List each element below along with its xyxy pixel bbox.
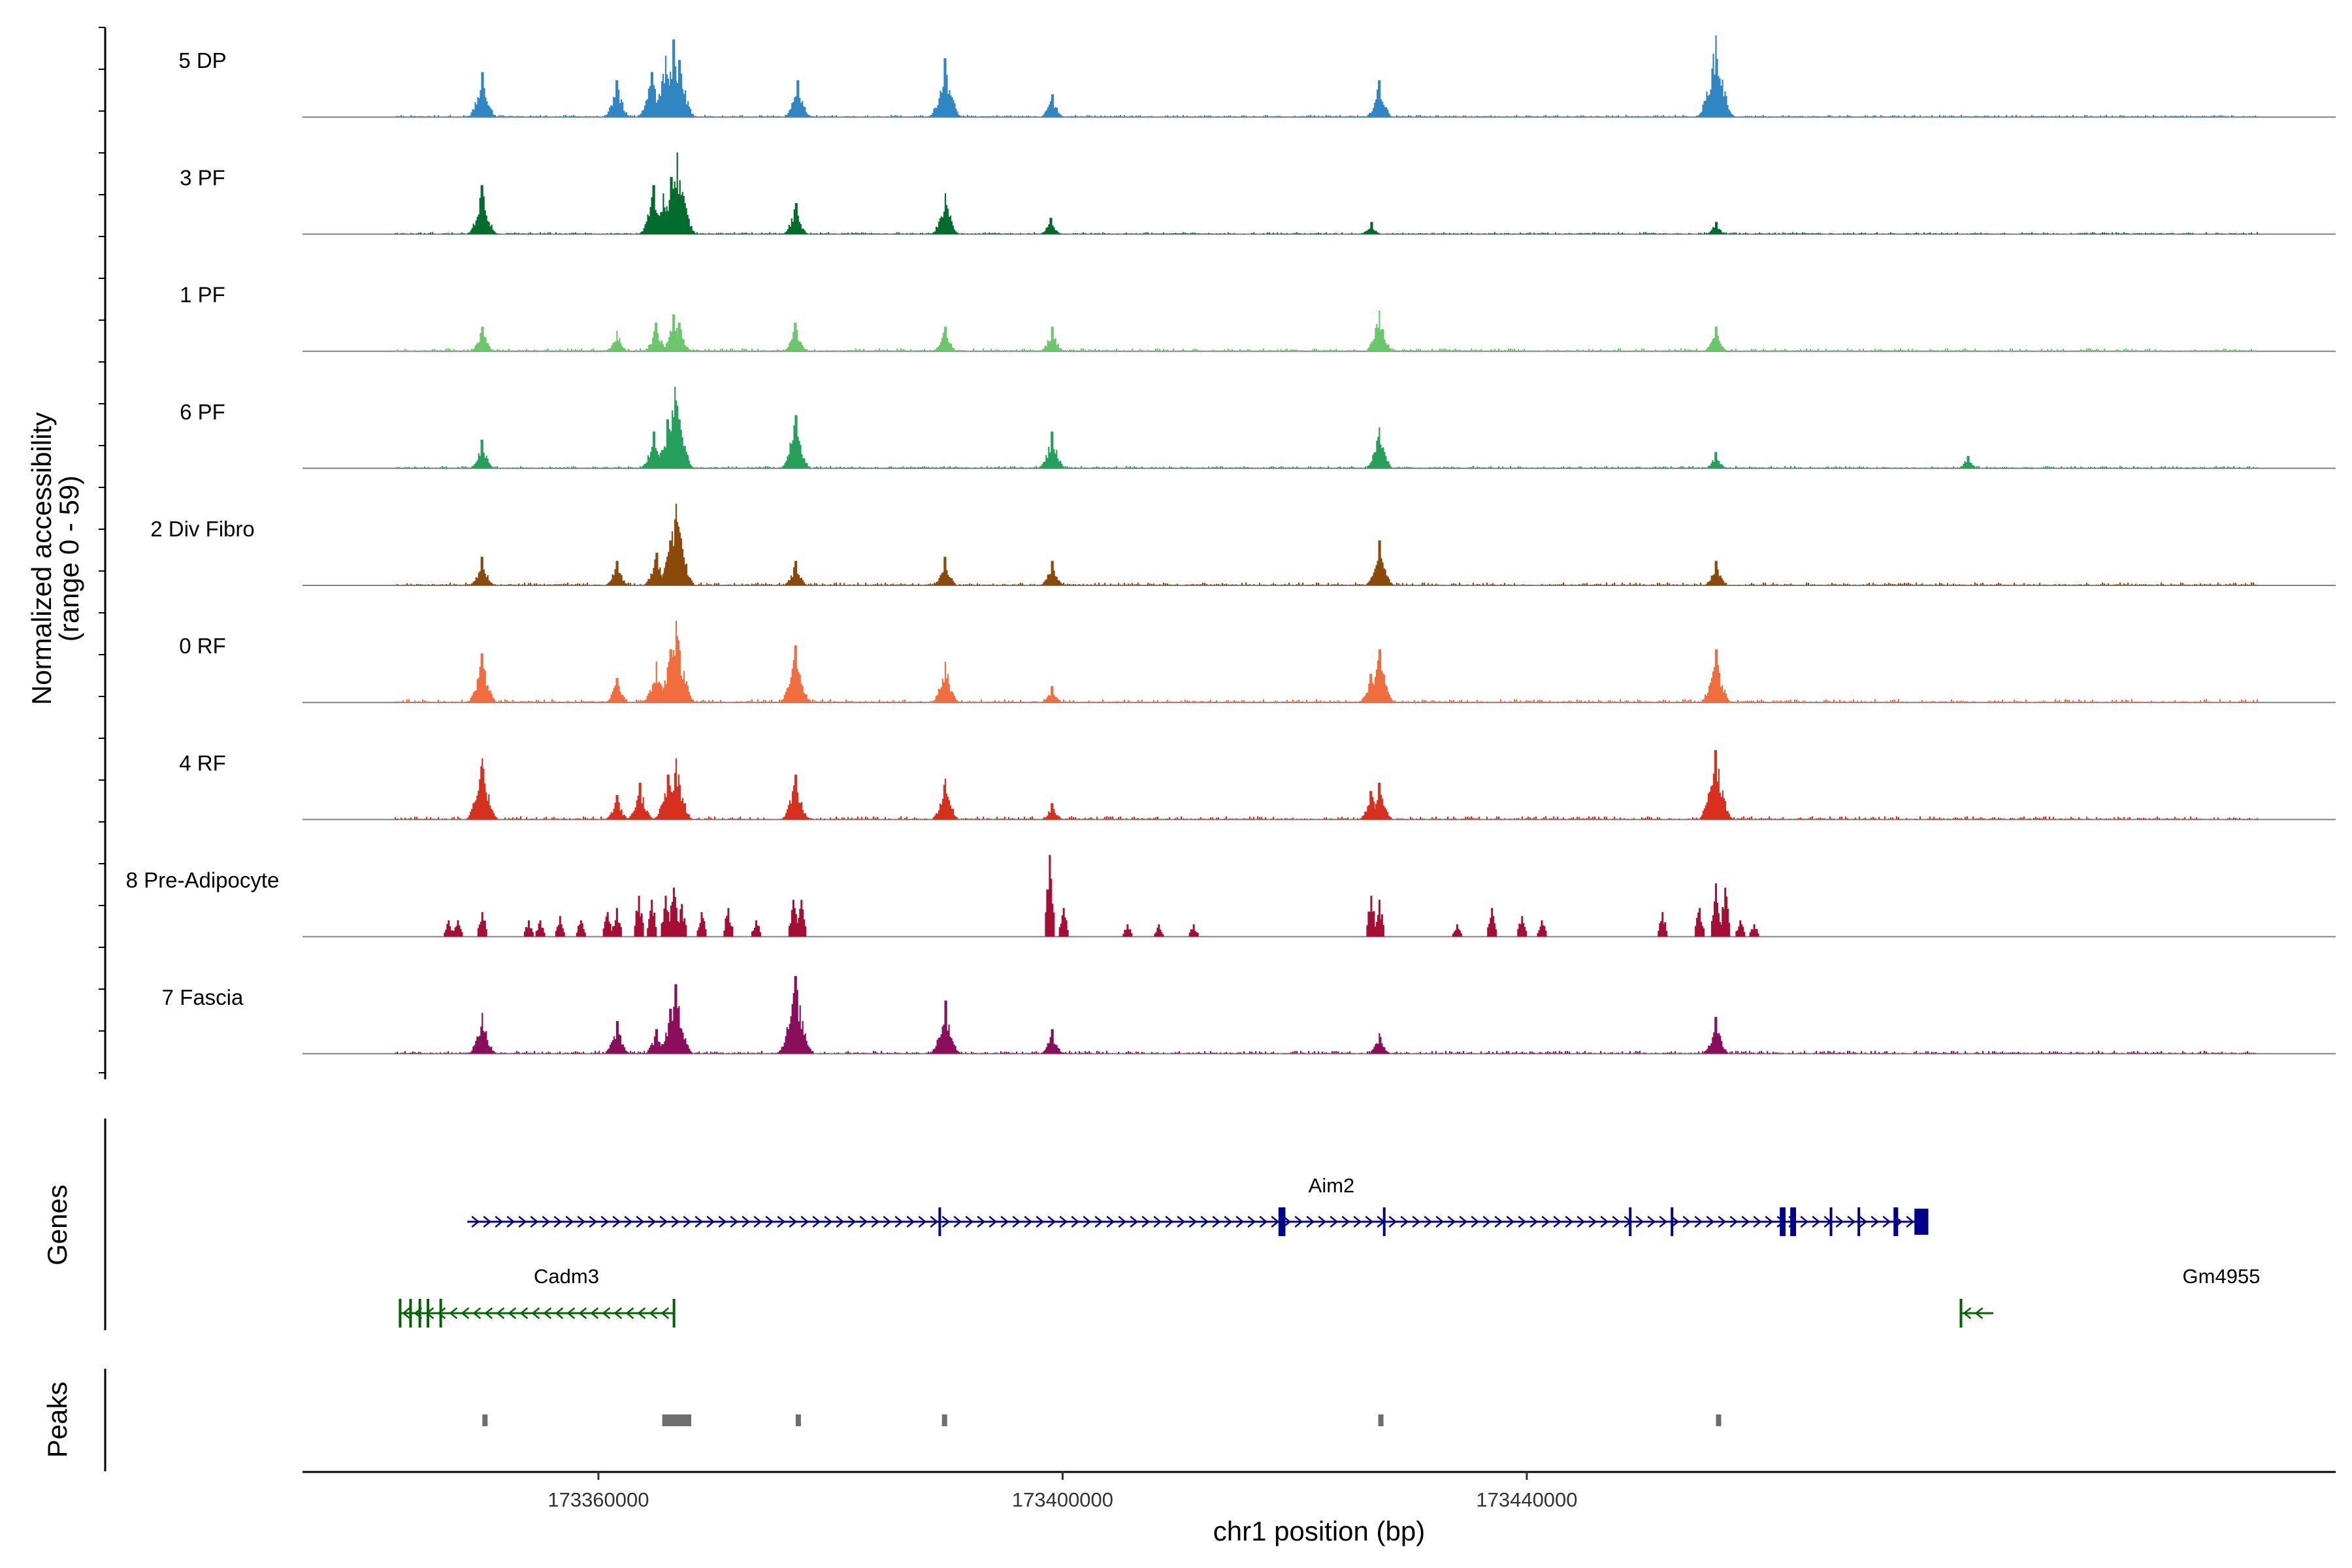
- peak-mark: [1716, 1414, 1722, 1426]
- exon: [1857, 1207, 1861, 1236]
- x-tick-label: 173440000: [1476, 1488, 1577, 1511]
- exon: [1671, 1207, 1674, 1236]
- exon: [1629, 1207, 1632, 1236]
- track-8-pre-adipocyte: 8 Pre-Adipocyte: [126, 855, 2336, 938]
- exon: [1790, 1207, 1797, 1236]
- coverage-signal: [397, 504, 2259, 585]
- track-6-pf: 6 PF: [180, 386, 2336, 469]
- exon: [399, 1299, 402, 1328]
- exon: [1829, 1207, 1833, 1236]
- track-0-rf: 0 RF: [179, 621, 2336, 704]
- exon: [1382, 1207, 1386, 1236]
- coverage-signal: [444, 855, 1759, 937]
- peak-mark: [941, 1414, 947, 1426]
- strand-arrows: [471, 1216, 1927, 1228]
- track-3-pf: 3 PF: [180, 152, 2336, 235]
- gene-aim2: Aim2: [467, 1174, 1929, 1236]
- gene-annotations: Aim2 Cadm3 Gm4955: [399, 1174, 2260, 1328]
- peak-mark: [1378, 1414, 1384, 1426]
- coverage-signal: [395, 35, 2259, 118]
- track-label: 7 Fascia: [162, 985, 244, 1009]
- peak-mark: [482, 1414, 488, 1426]
- exon: [672, 1299, 676, 1328]
- peak-mark: [662, 1414, 692, 1426]
- coverage-signal: [395, 152, 2259, 235]
- track-label: 3 PF: [180, 165, 225, 189]
- track-label: 4 RF: [179, 751, 226, 775]
- gene-label: Aim2: [1309, 1174, 1355, 1197]
- exon: [1959, 1299, 1963, 1328]
- x-axis-ticks: 173360000 173400000 173440000: [547, 1472, 1578, 1511]
- y-axis-minor-ticks: [99, 27, 105, 1073]
- gene-label: Cadm3: [534, 1265, 599, 1288]
- track-label: 2 Div Fibro: [150, 517, 255, 541]
- y-axis-title-line2: (range 0 - 59): [54, 476, 84, 642]
- coverage-signal: [397, 386, 2259, 468]
- peaks-panel-label: Peaks: [42, 1382, 73, 1458]
- coverage-signal: [395, 976, 2257, 1054]
- gene-cadm3: Cadm3: [399, 1265, 676, 1328]
- exon: [409, 1299, 412, 1328]
- x-axis-title: chr1 position (bp): [1213, 1516, 1426, 1546]
- peak-regions: [482, 1414, 1722, 1426]
- genes-panel-label: Genes: [42, 1184, 73, 1266]
- peak-mark: [795, 1414, 801, 1426]
- exon: [1914, 1209, 1929, 1235]
- x-tick-label: 173400000: [1012, 1488, 1113, 1511]
- coverage-signal: [395, 750, 2259, 820]
- track-7-fascia: 7 Fascia: [162, 976, 2336, 1054]
- track-label: 1 PF: [180, 283, 225, 307]
- y-axis-title-line1: Normalized accessibility: [26, 412, 57, 705]
- track-4-rf: 4 RF: [179, 750, 2336, 821]
- exon: [1893, 1207, 1899, 1236]
- exon: [439, 1299, 442, 1328]
- track-label: 0 RF: [179, 634, 226, 658]
- track-label: 5 DP: [178, 48, 226, 73]
- track-5-dp: 5 DP: [178, 35, 2336, 118]
- exon: [418, 1299, 421, 1328]
- exon: [1780, 1207, 1786, 1236]
- coverage-signal: [395, 310, 2257, 351]
- track-label: 6 PF: [180, 400, 225, 424]
- exon: [1278, 1207, 1286, 1236]
- track-label: 8 Pre-Adipocyte: [126, 868, 280, 892]
- gene-label: Gm4955: [2183, 1265, 2261, 1288]
- coverage-tracks: 5 DP 3 PF 1 PF 6 PF 2 Div Fibro 0 RF 4 RF 8 Pre…: [126, 35, 2336, 1054]
- track-2-div-fibro: 2 Div Fibro: [150, 504, 2336, 586]
- x-tick-label: 173360000: [547, 1488, 649, 1511]
- exon: [938, 1207, 941, 1236]
- coverage-signal: [395, 621, 2259, 703]
- track-1-pf: 1 PF: [180, 283, 2336, 352]
- exon: [427, 1299, 430, 1328]
- strand-arrows: [1963, 1307, 1984, 1319]
- gene-gm4955: Gm4955: [1959, 1265, 2260, 1328]
